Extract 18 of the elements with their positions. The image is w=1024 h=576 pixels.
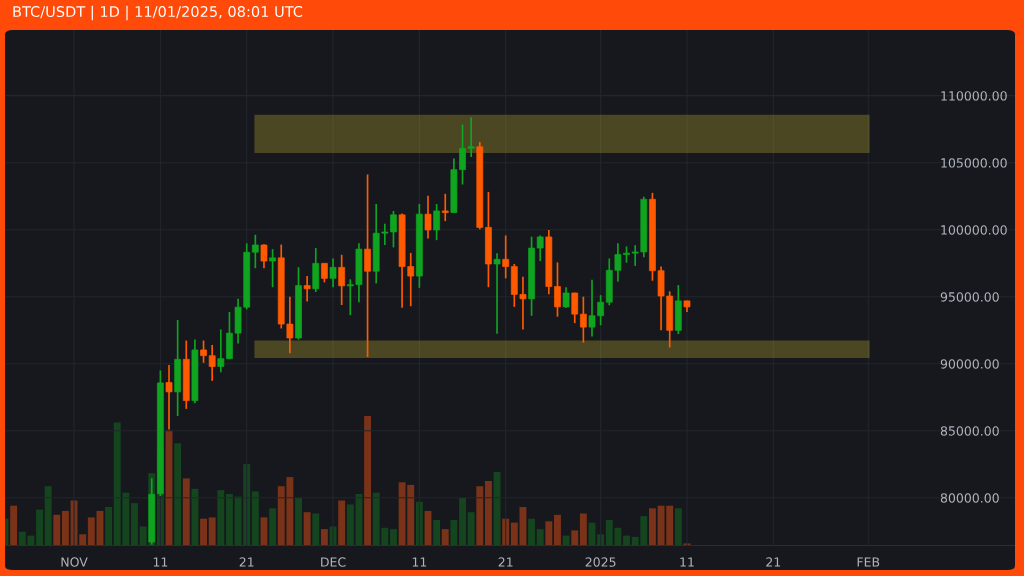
- x-tick-label: 21: [239, 557, 254, 567]
- x-tick-label: 11: [680, 557, 694, 567]
- x-tick-label: 2025: [585, 557, 616, 567]
- y-tick-label: 95000.00: [940, 292, 999, 302]
- chart-title: BTC/USDT | 1D | 11/01/2025, 08:01 UTC: [13, 5, 303, 21]
- y-tick-label: 80000.00: [940, 493, 999, 503]
- x-tick-label: 21: [498, 557, 513, 567]
- x-tick-label: 11: [153, 557, 168, 567]
- y-tick-label: 100000.00: [941, 225, 1007, 235]
- y-tick-label: 105000.00: [941, 158, 1007, 168]
- x-tick-label: NOV: [61, 557, 88, 567]
- x-tick-label: 11: [412, 557, 427, 567]
- y-tick-label: 85000.00: [940, 426, 999, 436]
- x-tick-label: DEC: [321, 557, 346, 567]
- y-tick-label: 110000.00: [941, 91, 1007, 101]
- y-tick-label: 90000.00: [940, 359, 999, 369]
- x-tick-label: 21: [766, 557, 781, 567]
- x-tick-label: FEB: [857, 557, 880, 567]
